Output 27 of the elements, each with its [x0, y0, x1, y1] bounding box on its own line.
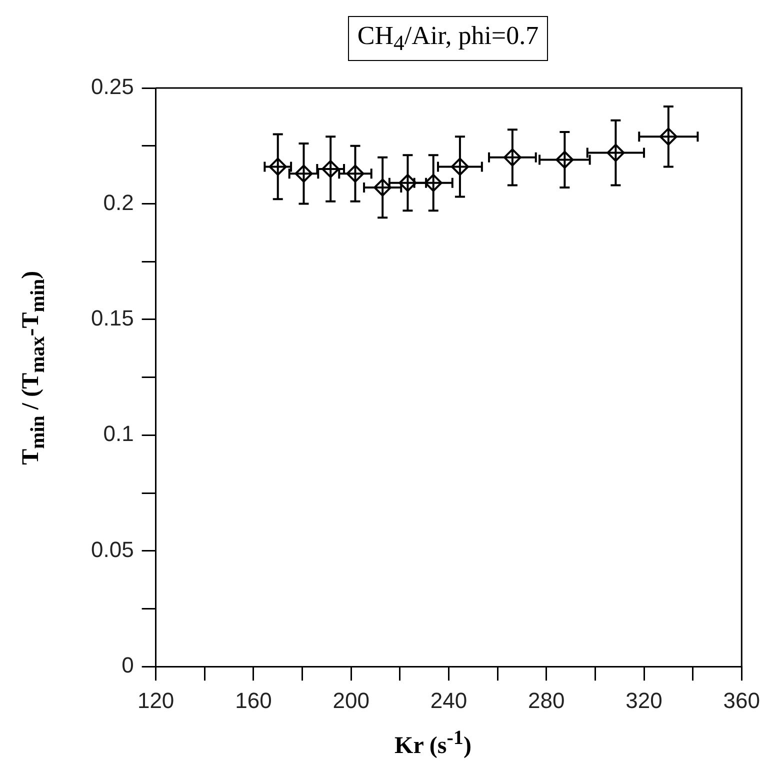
- point: [374, 178, 392, 197]
- point: [503, 148, 522, 166]
- x-tick-label: 320: [626, 688, 662, 713]
- point: [606, 144, 625, 162]
- y-tick-label: 0.1: [103, 421, 134, 446]
- x-tick-label: 160: [235, 688, 272, 713]
- x-tick-label: 200: [332, 688, 370, 713]
- y-tick-label: 0.05: [90, 536, 134, 562]
- chart-title: CH$_{4}$/Air, phi=0.7: [348, 16, 548, 62]
- y-tick-label: 0.2: [103, 190, 134, 215]
- point: [294, 164, 313, 183]
- point: [268, 158, 287, 176]
- point: [450, 158, 469, 176]
- x-tick-label: 280: [528, 688, 565, 713]
- point: [346, 164, 364, 183]
- x-tick-label: 360: [723, 688, 760, 713]
- y-tick-label: 0.25: [90, 74, 134, 100]
- y-tick-label: 0: [122, 652, 134, 678]
- y-tick-label: 0.15: [90, 306, 134, 331]
- point: [424, 174, 442, 192]
- point: [659, 128, 678, 146]
- x-tick-label: 240: [430, 688, 468, 713]
- x-axis-title: Kr (s$^{-1}$): [394, 727, 472, 760]
- point: [322, 160, 340, 178]
- x-tick-label: 120: [137, 688, 174, 713]
- point: [556, 150, 574, 169]
- point: [398, 174, 417, 192]
